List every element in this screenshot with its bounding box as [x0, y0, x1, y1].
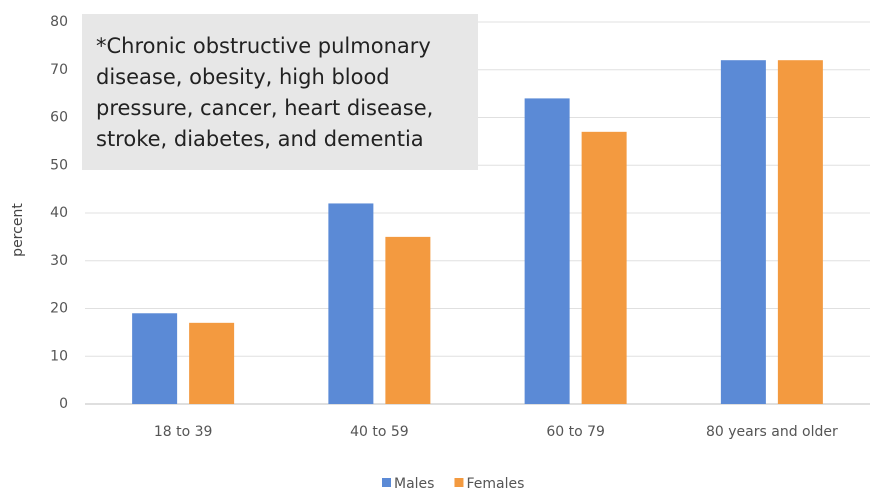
bar — [524, 98, 570, 405]
y-axis-label: percent — [10, 203, 26, 257]
y-tick-label: 40 — [50, 205, 68, 221]
legend-swatch — [382, 478, 391, 487]
x-tick-label: 60 to 79 — [546, 424, 605, 440]
x-tick-label: 80 years and older — [706, 424, 838, 440]
y-tick-label: 80 — [50, 14, 68, 30]
bar — [328, 203, 374, 404]
y-tick-label: 70 — [50, 62, 68, 78]
bar — [720, 60, 766, 404]
legend-label: Males — [394, 476, 434, 492]
y-tick-label: 10 — [50, 348, 68, 364]
annotation-text: *Chronic obstructive pulmonary — [96, 34, 431, 58]
x-tick-label: 40 to 59 — [350, 424, 409, 440]
bar — [581, 131, 627, 404]
y-tick-label: 20 — [50, 301, 68, 317]
bar — [189, 322, 235, 404]
y-tick-label: 0 — [59, 396, 68, 412]
annotation-text: disease, obesity, high blood — [96, 65, 390, 89]
legend-label: Females — [466, 476, 524, 492]
annotation-box — [82, 14, 478, 170]
annotation-text: stroke, diabetes, and dementia — [96, 127, 424, 151]
y-tick-label: 30 — [50, 253, 68, 269]
bar — [132, 313, 178, 404]
bar — [777, 60, 823, 404]
y-tick-label: 50 — [50, 157, 68, 173]
bar — [385, 236, 431, 404]
legend-swatch — [454, 478, 464, 487]
y-tick-label: 60 — [50, 110, 68, 126]
annotation-text: pressure, cancer, heart disease, — [96, 96, 433, 120]
x-tick-label: 18 to 39 — [154, 424, 213, 440]
